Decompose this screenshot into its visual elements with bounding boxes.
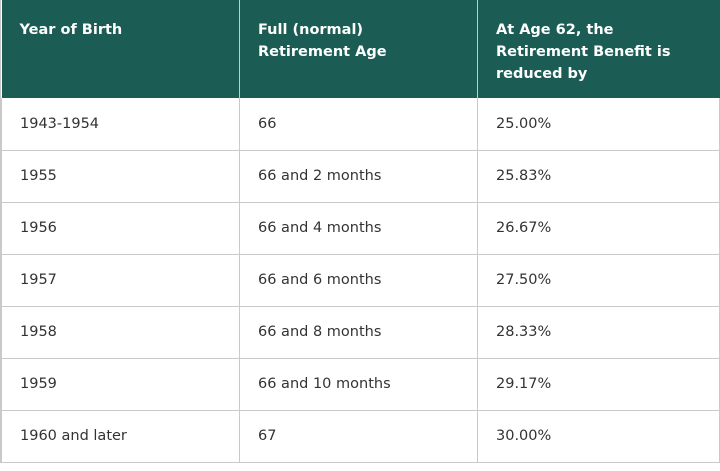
header-cell: At Age 62, the Retirement Benefit is red… bbox=[477, 0, 720, 98]
table-cell: 1943-1954 bbox=[1, 98, 240, 151]
table-header: Year of Birth Full (normal) Retirement Ag… bbox=[1, 0, 720, 98]
header-cell: Year of Birth bbox=[1, 0, 240, 98]
table-cell: 66 and 2 months bbox=[239, 150, 478, 203]
header-row: Year of Birth Full (normal) Retirement Ag… bbox=[1, 0, 720, 98]
table-cell: 66 and 4 months bbox=[239, 202, 478, 255]
table-cell: 1960 and later bbox=[1, 410, 240, 463]
table-cell: 28.33% bbox=[477, 306, 720, 359]
table-cell: 1957 bbox=[1, 254, 240, 307]
table-cell: 30.00% bbox=[477, 410, 720, 463]
table-row: 1955 66 and 2 months 25.83% bbox=[1, 150, 720, 203]
table-cell: 1958 bbox=[1, 306, 240, 359]
table-cell: 1956 bbox=[1, 202, 240, 255]
table-cell: 27.50% bbox=[477, 254, 720, 307]
table-cell: 1959 bbox=[1, 358, 240, 411]
table-cell: 66 and 10 months bbox=[239, 358, 478, 411]
table-cell: 66 and 6 months bbox=[239, 254, 478, 307]
table-cell: 67 bbox=[239, 410, 478, 463]
header-cell: Full (normal) Retirement Age bbox=[239, 0, 478, 98]
table-cell: 29.17% bbox=[477, 358, 720, 411]
table-cell: 25.00% bbox=[477, 98, 720, 151]
table-cell: 26.67% bbox=[477, 202, 720, 255]
table-row: 1959 66 and 10 months 29.17% bbox=[1, 358, 720, 411]
table-row: 1960 and later 67 30.00% bbox=[1, 410, 720, 463]
table-row: 1957 66 and 6 months 27.50% bbox=[1, 254, 720, 307]
table-row: 1943-1954 66 25.00% bbox=[1, 98, 720, 151]
table-cell: 66 bbox=[239, 98, 478, 151]
table-cell: 25.83% bbox=[477, 150, 720, 203]
table-cell: 1955 bbox=[1, 150, 240, 203]
table-row: 1958 66 and 8 months 28.33% bbox=[1, 306, 720, 359]
table-row: 1956 66 and 4 months 26.67% bbox=[1, 202, 720, 255]
table-cell: 66 and 8 months bbox=[239, 306, 478, 359]
table-body: 1943-1954 66 25.00% 1955 66 and 2 months 25.8… bbox=[1, 98, 720, 463]
